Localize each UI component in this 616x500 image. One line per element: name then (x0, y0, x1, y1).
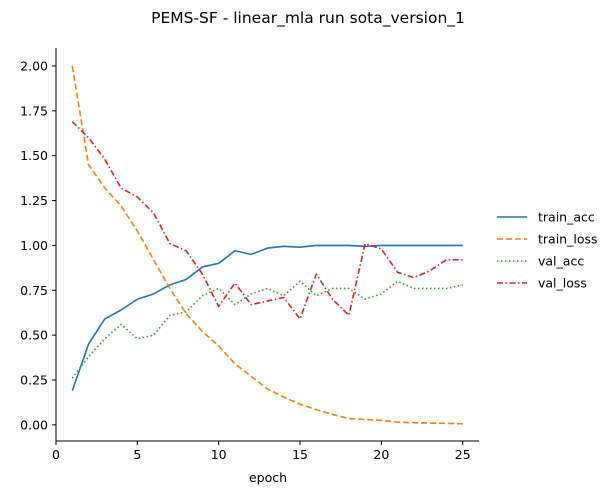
series-layer (71, 65, 463, 425)
y-axis-ticks: 0.00 0.25 0.50 0.75 1.00 1.25 1.50 1.75 2.00 (20, 58, 56, 432)
x-axis-label: epoch (249, 470, 287, 485)
series-line-val-acc (71, 280, 463, 379)
legend-label-train-loss: train_loss (538, 232, 598, 247)
y-tick-label: 1.25 (20, 193, 48, 208)
chart-title: PEMS-SF - linear_mla run sota_version_1 (151, 9, 465, 28)
legend-label-val-loss: val_loss (538, 276, 587, 291)
x-tick-label: 0 (52, 447, 60, 462)
y-tick-label: 2.00 (20, 58, 48, 73)
y-tick-label: 1.50 (20, 148, 48, 163)
legend-label-train-acc: train_acc (538, 210, 595, 225)
x-tick-label: 10 (211, 447, 227, 462)
x-tick-label: 25 (455, 447, 471, 462)
y-tick-label: 0.00 (20, 417, 48, 432)
legend: train_acc train_loss val_acc val_loss (497, 210, 598, 291)
plot-area: 0 5 10 15 20 25 0.00 0.25 0.50 0.75 1.00 1.25 1.50 1… (20, 48, 479, 462)
y-tick-label: 0.25 (20, 372, 48, 387)
x-tick-label: 15 (292, 447, 308, 462)
y-tick-label: 0.75 (20, 283, 48, 298)
x-tick-label: 5 (133, 447, 141, 462)
y-tick-label: 1.00 (20, 238, 48, 253)
y-tick-label: 1.75 (20, 103, 48, 118)
y-tick-label: 0.50 (20, 328, 48, 343)
legend-label-val-acc: val_acc (538, 254, 584, 269)
series-line-val-loss (71, 121, 463, 320)
x-axis-ticks: 0 5 10 15 20 25 (52, 441, 471, 462)
series-line-train-acc (71, 244, 463, 392)
series-line-train-loss (71, 65, 463, 425)
x-tick-label: 20 (373, 447, 389, 462)
